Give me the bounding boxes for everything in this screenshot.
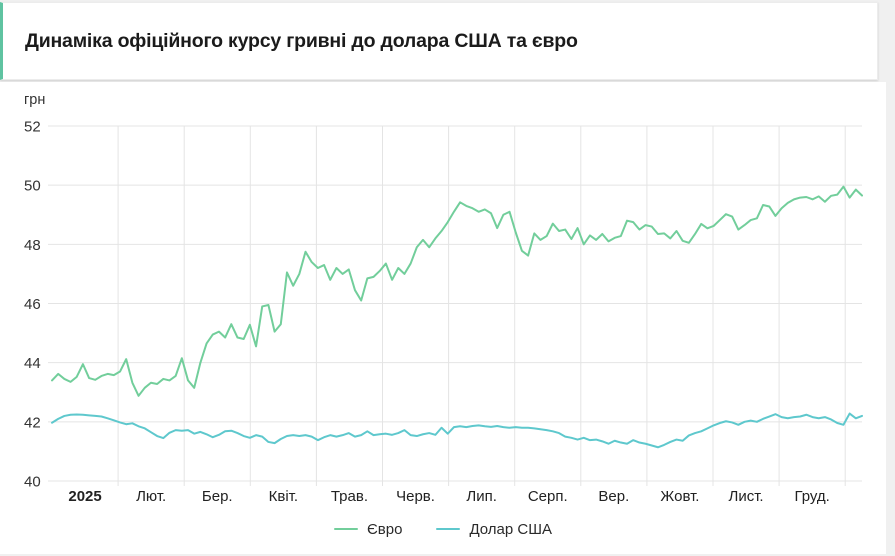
- usd-line-swatch-icon: [436, 527, 461, 531]
- chart-card: 52 50 48 46 44 42 40 грн 2025 Лют. Бер. Квіт. Трав. Ч…: [0, 82, 886, 554]
- legend-label-usd: Долар США: [469, 520, 552, 538]
- chart-legend: Євро Долар США: [0, 512, 886, 546]
- euro-line-swatch-icon: [334, 527, 359, 531]
- y-tick-label: 50: [24, 178, 41, 195]
- x-tick-label: Серп.: [528, 488, 568, 505]
- y-tick-label: 52: [24, 119, 41, 136]
- x-tick-label: Квіт.: [269, 488, 298, 505]
- x-tick-label: Вер.: [598, 488, 629, 505]
- y-tick-label: 42: [24, 414, 41, 431]
- x-tick-label: Груд.: [794, 488, 829, 505]
- x-tick-label: Черв.: [396, 488, 435, 505]
- line-chart: 52 50 48 46 44 42 40 грн 2025 Лют. Бер. Квіт. Трав. Ч…: [24, 92, 863, 505]
- legend-label-euro: Євро: [367, 520, 403, 538]
- x-tick-label: Лип.: [466, 488, 497, 505]
- chart-title: Динаміка офіційного курсу гривні до дола…: [25, 29, 578, 52]
- x-tick-label: 2025: [68, 488, 101, 505]
- y-tick-label: 40: [24, 474, 41, 491]
- x-tick-label: Лют.: [136, 488, 166, 505]
- x-tick-label: Бер.: [202, 488, 233, 505]
- title-card: Динаміка офіційного курсу гривні до дола…: [0, 2, 878, 80]
- y-tick-label: 46: [24, 296, 41, 313]
- legend-item-euro[interactable]: Євро: [334, 521, 402, 538]
- y-tick-label: 48: [24, 237, 41, 254]
- x-tick-label: Трав.: [331, 488, 368, 505]
- y-tick-label: 44: [24, 355, 41, 372]
- x-tick-label: Жовт.: [660, 488, 699, 505]
- series-line-euro: [51, 185, 863, 397]
- x-tick-label: Лист.: [728, 488, 763, 505]
- legend-item-usd[interactable]: Долар США: [436, 521, 552, 538]
- y-axis-unit-label: грн: [24, 92, 45, 108]
- series-line-usd: [51, 412, 863, 449]
